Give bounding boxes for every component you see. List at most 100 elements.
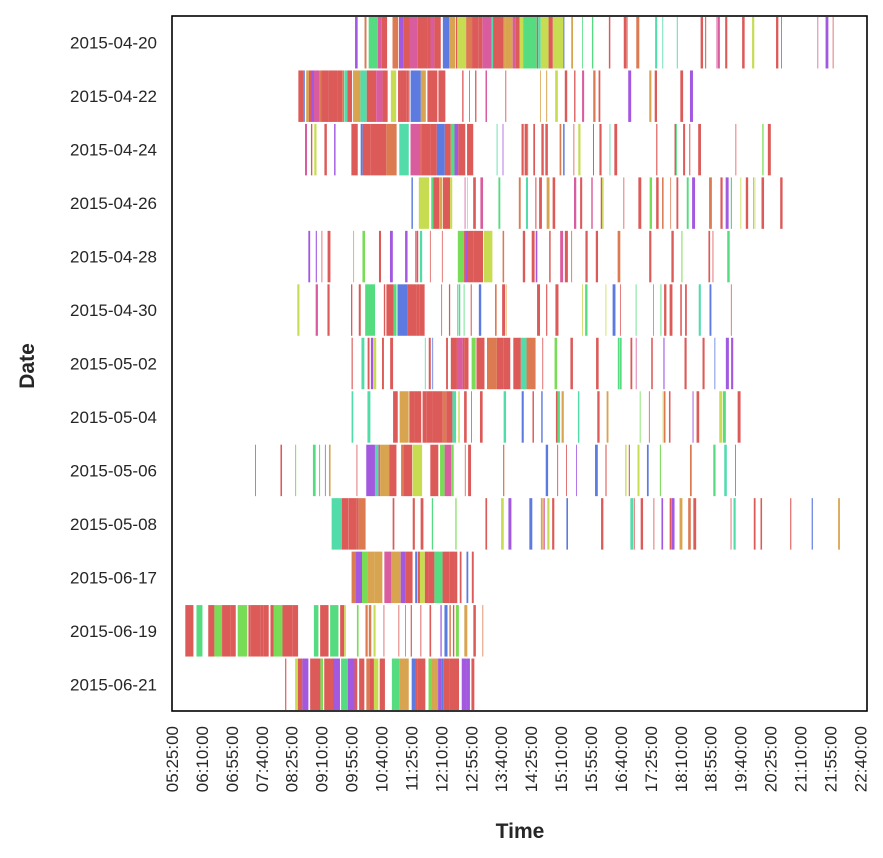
x-tick-label: 06:10:00 (193, 726, 212, 792)
activity-bar (539, 177, 542, 229)
activity-bar (382, 70, 388, 122)
activity-bar (478, 284, 482, 336)
activity-bar (455, 17, 458, 69)
activity-bar (270, 605, 274, 657)
activity-bar (633, 498, 635, 550)
activity-bar (737, 391, 741, 443)
activity-bar (502, 123, 504, 176)
activity-bar (735, 123, 737, 176)
activity-bar (670, 177, 672, 229)
activity-bar (663, 391, 666, 443)
x-tick-label: 09:55:00 (343, 726, 362, 792)
activity-bar (441, 230, 443, 283)
activity-bar (449, 551, 455, 604)
activity-bar (574, 70, 576, 122)
activity-bar (464, 177, 466, 229)
y-tick-label: 2015-06-21 (70, 675, 157, 694)
activity-bar (563, 123, 565, 176)
activity-bar (527, 123, 529, 176)
activity-bar (725, 17, 728, 69)
activity-bar (817, 17, 819, 69)
activity-bar (405, 551, 413, 604)
activity-bar (522, 230, 526, 283)
activity-bar (767, 123, 771, 176)
activity-bar (502, 284, 506, 336)
activity-bar (449, 17, 456, 69)
activity-bar (441, 658, 444, 710)
activity-bar (420, 605, 422, 657)
activity-bar (543, 498, 545, 550)
activity-bar (548, 17, 553, 69)
activity-bar (730, 284, 732, 336)
activity-bar (356, 444, 358, 497)
activity-bar (479, 391, 483, 443)
activity-bar (457, 17, 467, 69)
activity-bar (400, 551, 406, 604)
activity-bar (547, 498, 550, 550)
activity-bar (485, 70, 488, 122)
activity-bar (436, 123, 445, 176)
activity-bar (255, 444, 256, 497)
activity-bar (714, 337, 716, 390)
activity-bar (637, 444, 640, 497)
activity-bar (596, 337, 599, 390)
activity-bar (449, 658, 460, 710)
activity-bar (353, 70, 361, 122)
activity-bar (538, 17, 541, 69)
activity-bar (390, 551, 401, 604)
activity-bar (605, 284, 607, 336)
activity-bar (723, 391, 726, 443)
activity-bar (521, 391, 524, 443)
x-tick-label: 13:40:00 (492, 726, 511, 792)
activity-bar (473, 605, 476, 657)
activity-bar (605, 444, 607, 497)
activity-bar (601, 498, 604, 550)
activity-bar (383, 284, 386, 336)
activity-bar (609, 123, 611, 176)
activity-bar (635, 337, 637, 390)
y-tick-label: 2015-04-26 (70, 194, 157, 213)
activity-bar (450, 337, 457, 390)
y-axis-title: Date (16, 343, 39, 389)
x-tick-label: 15:10:00 (552, 726, 571, 792)
activity-bar (424, 551, 429, 604)
activity-bar (410, 70, 421, 122)
activity-bar (337, 70, 343, 122)
x-tick-label: 10:40:00 (373, 726, 392, 792)
activity-bar (446, 391, 453, 443)
x-tick-label: 08:25:00 (283, 726, 302, 792)
activity-bar (669, 498, 672, 550)
x-tick-label: 20:25:00 (762, 726, 781, 792)
activity-bar (320, 605, 329, 657)
y-tick-label: 2015-04-22 (70, 87, 157, 106)
activity-bar (429, 230, 431, 283)
activity-bar (692, 177, 696, 229)
activity-bar (515, 17, 520, 69)
activity-bar (368, 17, 378, 69)
activity-bar (407, 284, 417, 336)
activity-bar (248, 605, 251, 657)
activity-bar (358, 498, 366, 550)
y-tick-label: 2015-04-24 (70, 141, 157, 160)
activity-bar (561, 391, 564, 443)
activity-bar (535, 177, 537, 229)
activity-bar (440, 605, 442, 657)
activity-bar (617, 230, 621, 283)
activity-bar (651, 337, 653, 390)
activity-bar (668, 391, 671, 443)
activity-bar (664, 284, 667, 336)
activity-bar (740, 177, 742, 229)
activity-bar (367, 337, 370, 390)
activity-bar (442, 17, 450, 69)
activity-bar (503, 444, 505, 497)
x-tick-label: 14:25:00 (522, 726, 541, 792)
activity-bar (310, 123, 313, 176)
x-tick-label: 16:40:00 (612, 726, 631, 792)
activity-bar (619, 337, 622, 390)
x-tick-label: 17:25:00 (642, 726, 661, 792)
activity-bar (595, 444, 598, 497)
activity-bar (417, 658, 426, 710)
activity-bar (754, 177, 756, 229)
activity-bar (397, 284, 408, 336)
activity-bar (424, 337, 426, 390)
